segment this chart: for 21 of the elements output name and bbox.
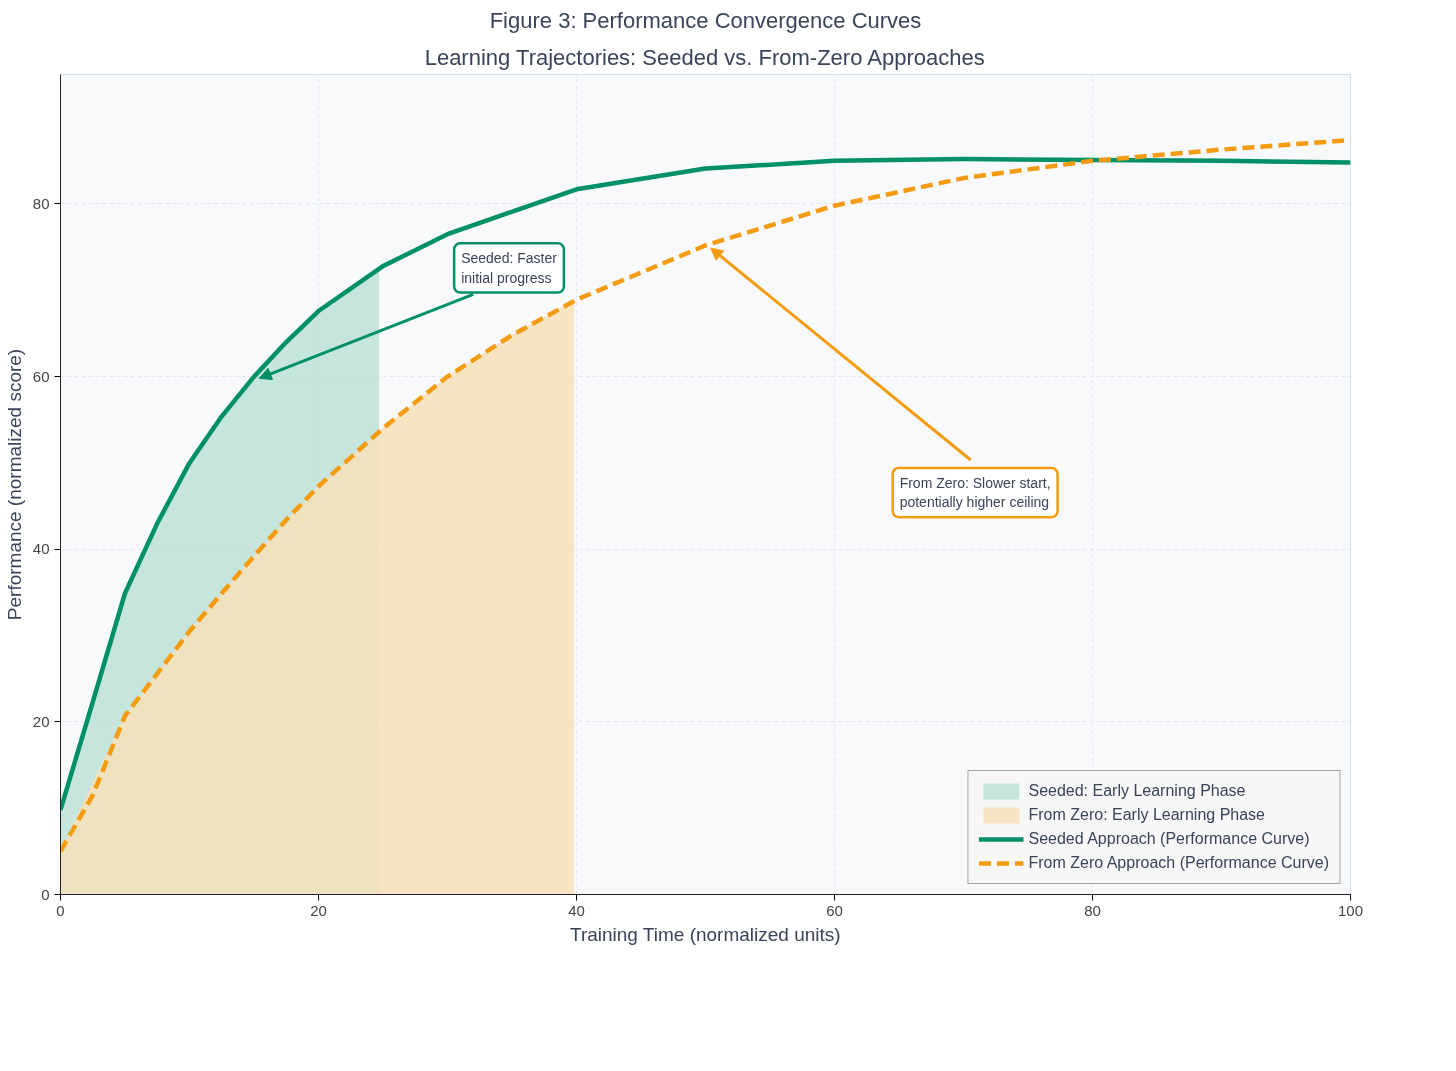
y-tick-label: 20 [32,712,50,730]
legend-label: Seeded: Early Learning Phase [1028,782,1246,800]
x-tick-label: 40 [568,901,585,919]
y-tick-label: 80 [32,194,50,212]
legend-label: Seeded Approach (Performance Curve) [1028,830,1310,848]
y-tick-label: 0 [41,885,50,903]
y-tick-label: 60 [32,367,50,385]
x-tick-label: 20 [310,901,327,919]
chart-subtitle: Learning Trajectories: Seeded vs. From-Zero Approaches [424,44,985,70]
annotation: Seeded: Faster initial progress [461,250,558,286]
y-tick-label: 40 [32,540,50,558]
chart-title: Figure 3: Performance Convergence Curves [489,7,922,33]
legend-label: From Zero: Early Learning Phase [1028,806,1265,824]
x-axis-title: Training Time (normalized units) [570,923,841,945]
x-tick-label: 80 [1084,901,1101,919]
legend-label: From Zero Approach (Performance Curve) [1028,854,1329,872]
x-tick-label: 60 [826,901,843,919]
y-axis-title: Performance (normalized score) [3,348,25,621]
annotation: From Zero: Slower start, potentially higher ceiling [899,474,1051,511]
x-tick-label: 100 [1337,901,1364,919]
x-tick-label: 0 [56,901,65,919]
